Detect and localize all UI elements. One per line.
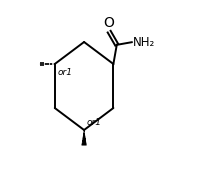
Text: NH₂: NH₂	[133, 36, 155, 49]
Polygon shape	[82, 130, 86, 145]
Text: O: O	[104, 16, 115, 30]
Text: or1: or1	[86, 118, 101, 127]
Text: or1: or1	[58, 68, 73, 77]
